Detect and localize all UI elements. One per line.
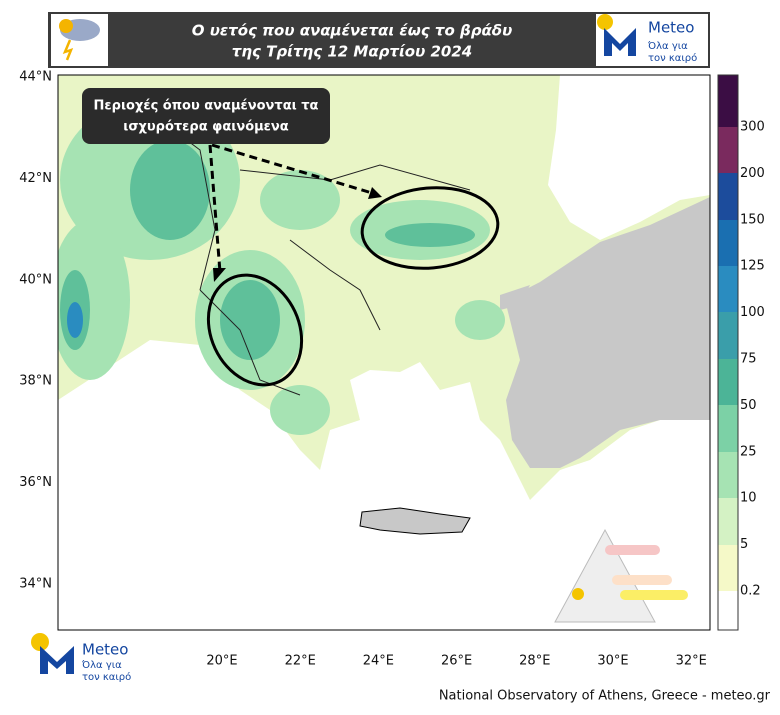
colorbar-frame [717,74,739,631]
rain-area [270,385,330,435]
colorbar-label: 150 [740,212,765,227]
title-line: της Τρίτης 12 Μαρτίου 2024 [232,43,472,61]
lat-label: 42°N [19,171,52,186]
colorbar-segment [718,591,738,630]
rain-area [220,280,280,360]
hazard-level [605,545,660,555]
rain-area [260,170,340,230]
colorbar-segment [718,359,738,405]
lat-label: 40°N [19,272,52,287]
lon-label: 22°E [285,654,316,669]
annotation-text: Περιοχές όπου αναμένονται τα [94,99,319,114]
lat-label: 38°N [19,374,52,389]
heavy-rain-areas [60,140,475,360]
sun-icon [59,19,73,33]
map-frame [57,74,711,631]
arrow-line [208,143,373,273]
gray-land [500,285,530,310]
logo-sun [597,14,613,30]
colorbar-label: 100 [740,305,765,320]
colorbar-label: 200 [740,166,765,181]
lon-label: 20°E [206,654,237,669]
lon-label: 32°E [676,654,707,669]
lat-label: 44°N [19,70,52,85]
colorbar-segment [718,173,738,220]
colorbar-segment [718,405,738,452]
borders [119,89,471,396]
annotation-text: ισχυρότερα φαινόμενα [123,120,288,135]
logo-tagline: Όλα για [81,659,122,671]
logo-top: Meteo Όλα για τον καιρό [597,14,697,64]
hazard-badge [572,588,584,600]
colorbar-label: 10 [740,491,757,506]
highlight-circle [206,273,304,387]
colorbar-label: 5 [740,537,748,552]
logo-name: Meteo [82,641,128,659]
turkey-land [505,197,710,468]
highlight-circle [360,186,500,270]
colorbar-segment [718,452,738,498]
intense-rain [67,302,83,338]
colorbar-segment [718,220,738,266]
title-line: Ο υετός που αναμένεται έως το βράδυ [192,22,513,40]
sea [58,340,710,630]
lon-label: 24°E [363,654,394,669]
logo-tagline: τον καιρό [648,52,697,64]
logo-tagline: τον καιρό [82,671,131,683]
logo-tagline: Όλα για [647,40,688,52]
lon-label: 30°E [597,654,628,669]
lon-label: 28°E [519,654,550,669]
colorbar-label: 125 [740,259,765,274]
footer-credit: National Observatory of Athens, Greece -… [439,689,771,704]
colorbar-label: 0.2 [740,584,761,599]
hazard-level [620,590,688,600]
rain-area [130,140,210,240]
logo-bottom: Meteo Όλα για τον καιρό [31,633,131,683]
rain-area [455,300,505,340]
colorbar-segment [718,545,738,591]
lat-label: 36°N [19,475,52,490]
colorbar-segment [718,498,738,545]
colorbar-segment [718,127,738,173]
logo-mark [604,28,636,56]
colorbar-label: 300 [740,120,765,135]
logo-mark [40,646,74,674]
colorbar-label: 50 [740,398,757,413]
logo-name: Meteo [648,19,694,37]
rain-area [385,223,475,247]
logo-sun [31,633,49,651]
map: Περιοχές όπου αναμένονται τα ισχυρότερα … [58,75,710,630]
colorbar-segment [718,312,738,359]
bolt-icon [62,39,74,61]
colorbar [717,74,739,631]
black-sea [548,75,710,240]
colorbar-segment [718,266,738,312]
lat-label: 34°N [19,577,52,592]
colorbar-label: 25 [740,444,757,459]
lon-label: 26°E [441,654,472,669]
hazard-level [612,575,672,585]
annotation-box [82,88,330,144]
colorbar-label: 75 [740,352,757,367]
hazard-legend [554,528,688,623]
crete [359,507,471,535]
colorbar-segment [718,75,738,127]
